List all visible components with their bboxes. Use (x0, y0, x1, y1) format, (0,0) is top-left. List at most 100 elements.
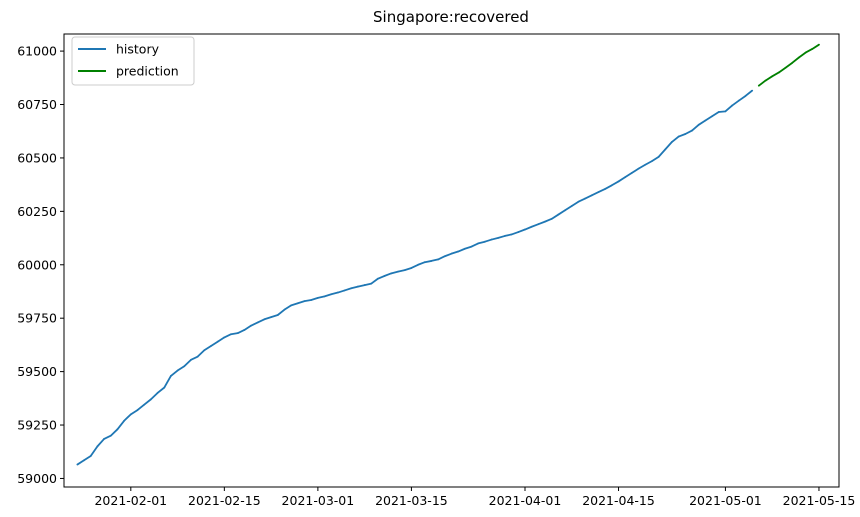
data-point-history (183, 365, 186, 368)
data-point-history (544, 220, 546, 223)
data-point-history (109, 434, 112, 437)
data-point-history (210, 345, 212, 347)
data-point-history (263, 318, 266, 321)
data-point-history (677, 135, 680, 138)
data-point-history (243, 329, 246, 331)
data-point-history (564, 209, 566, 212)
data-point-history (170, 374, 172, 377)
x-tick-label: 2021-02-15 (188, 493, 261, 508)
data-point-history (230, 333, 232, 336)
plot-frame (63, 33, 840, 488)
data-point-history (203, 349, 206, 352)
data-point-history (370, 282, 373, 285)
y-tick-label: 61000 (17, 44, 57, 59)
y-tick-label: 59500 (17, 364, 57, 379)
data-point-history (463, 247, 466, 250)
data-point-history (330, 293, 333, 296)
data-point-history (423, 261, 426, 264)
data-point-history (83, 459, 85, 462)
series-line-prediction (758, 43, 820, 87)
data-point-history (430, 260, 433, 262)
data-point-history (223, 336, 226, 339)
x-tick-label: 2021-03-15 (375, 493, 448, 508)
data-point-history (143, 403, 146, 406)
data-point-prediction (777, 71, 780, 74)
data-point-history (89, 455, 92, 457)
data-point-history (337, 291, 339, 294)
data-point-history (236, 332, 239, 335)
data-point-history (136, 409, 139, 411)
data-point-prediction (757, 84, 760, 87)
data-point-history (410, 267, 413, 269)
data-point-history (637, 167, 640, 170)
series-line-history (76, 89, 753, 466)
data-point-history (737, 99, 740, 102)
data-point-history (550, 217, 553, 220)
legend-label-prediction: prediction (116, 64, 179, 79)
data-point-history (397, 270, 399, 273)
data-point-history (697, 123, 700, 126)
data-point-history (657, 155, 660, 158)
data-point-history (731, 104, 733, 107)
legend: history prediction (71, 36, 195, 86)
plot-area (76, 43, 820, 466)
data-point-prediction (784, 66, 787, 69)
data-point-history (296, 302, 299, 305)
data-point-history (390, 272, 393, 275)
data-point-history (590, 194, 593, 197)
data-point-history (350, 287, 353, 290)
data-point-history (711, 115, 713, 118)
data-point-history (484, 240, 486, 243)
data-point-history (303, 300, 306, 302)
y-tick-label: 59000 (17, 471, 57, 486)
data-point-prediction (804, 51, 807, 54)
data-point-history (96, 445, 99, 448)
y-tick-label: 60500 (17, 150, 57, 165)
data-point-history (664, 148, 667, 151)
data-point-history (524, 228, 526, 231)
y-tick-label: 59750 (17, 311, 57, 326)
y-tick-label: 59250 (17, 418, 57, 433)
y-tick-label: 60000 (17, 257, 57, 272)
data-point-history (704, 119, 707, 122)
legend-label-history: history (116, 42, 160, 57)
data-point-history (123, 419, 126, 422)
data-point-history (490, 238, 493, 241)
data-point-history (156, 392, 159, 394)
data-point-history (557, 213, 560, 216)
chart-title: Singapore:recovered (373, 8, 529, 26)
data-point-history (717, 111, 720, 113)
data-point-history (644, 163, 647, 166)
data-point-history (517, 231, 520, 233)
data-point-history (497, 236, 500, 239)
data-point-history (176, 369, 179, 372)
data-point-history (610, 184, 613, 187)
data-point-history (684, 133, 687, 135)
data-point-history (323, 295, 326, 298)
data-point-history (129, 413, 132, 416)
data-point-history (510, 233, 513, 236)
data-point-history (310, 299, 313, 301)
data-point-history (470, 245, 473, 248)
data-point-history (149, 398, 152, 401)
data-point-history (196, 355, 199, 358)
data-point-history (377, 277, 379, 280)
data-point-history (290, 304, 293, 307)
x-tick-label: 2021-03-01 (282, 493, 355, 508)
data-point-prediction (811, 48, 814, 50)
x-tick-label: 2021-02-01 (94, 493, 167, 508)
data-point-history (477, 242, 480, 245)
y-tick-label: 60750 (17, 97, 57, 112)
data-point-history (270, 316, 273, 319)
y-axis: 59000 59250 59500 59750 60000 60250 60500 60750… (17, 44, 64, 486)
data-point-history (250, 324, 252, 327)
data-point-history (504, 235, 506, 237)
data-point-history (316, 296, 319, 299)
data-point-history (283, 308, 286, 311)
data-point-history (450, 252, 453, 255)
data-point-history (604, 188, 607, 190)
data-point-history (163, 386, 166, 389)
y-tick-label: 60250 (17, 204, 57, 219)
data-point-history (584, 197, 587, 200)
data-point-history (597, 191, 600, 194)
